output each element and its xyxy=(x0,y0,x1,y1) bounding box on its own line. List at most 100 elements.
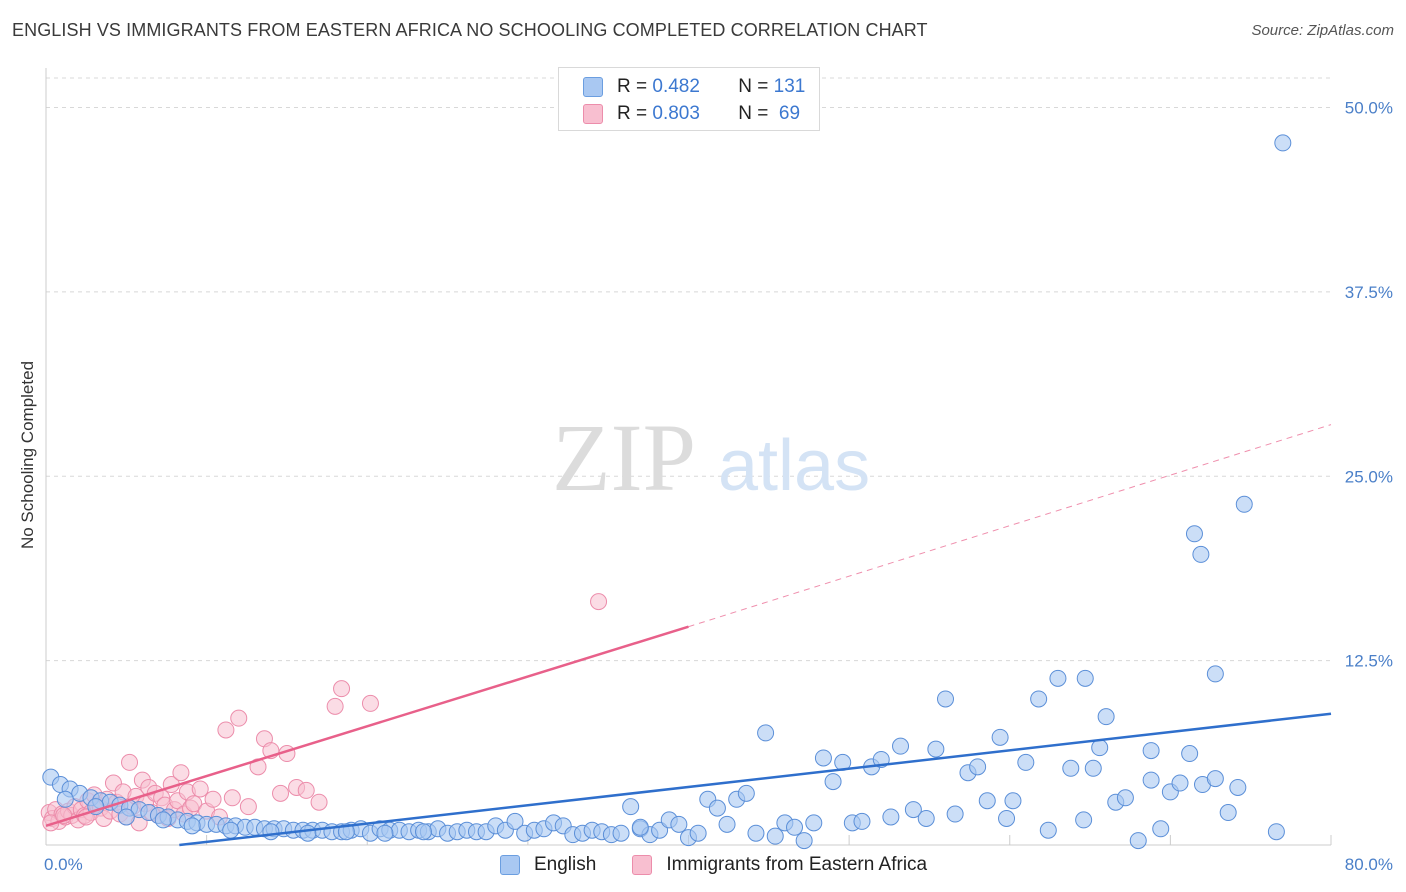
english-point xyxy=(937,690,954,708)
english-point xyxy=(814,749,832,767)
correlation-legend: R = 0.482 N = 131 R = 0.803 N = 69 xyxy=(558,67,820,131)
english-point xyxy=(689,824,707,842)
grid-lines xyxy=(46,77,1331,662)
english-point xyxy=(1075,811,1093,829)
english-point xyxy=(414,823,432,841)
english-point xyxy=(1206,770,1224,788)
english-point xyxy=(927,740,945,758)
immigrants-point xyxy=(217,721,235,739)
english-point xyxy=(718,815,736,833)
english-point xyxy=(882,808,900,826)
english-point xyxy=(1267,823,1285,841)
english-point xyxy=(1017,753,1035,771)
immigrants-point xyxy=(204,790,222,808)
chart-title: ENGLISH VS IMMIGRANTS FROM EASTERN AFRIC… xyxy=(12,20,928,40)
english-point xyxy=(154,811,172,829)
english-point xyxy=(222,821,240,839)
english-point xyxy=(1219,804,1237,822)
english-point xyxy=(1192,545,1210,563)
legend-item-english[interactable]: English xyxy=(500,854,596,876)
english-point xyxy=(853,812,871,830)
english-point xyxy=(991,728,1009,746)
english-point xyxy=(795,832,813,850)
n-label: N = xyxy=(738,103,769,124)
english-point xyxy=(969,758,987,776)
immigrants-swatch-icon xyxy=(583,104,603,124)
english-point xyxy=(299,824,317,842)
english-point xyxy=(708,799,726,817)
r-label: R = xyxy=(617,76,648,97)
immigrants-points xyxy=(40,593,608,832)
immigrants-point xyxy=(191,780,209,798)
source-label: Source: ZipAtlas.com xyxy=(1251,22,1394,39)
x-tick-label-max: 80.0% xyxy=(1345,855,1393,874)
immigrants-point xyxy=(361,694,379,712)
english-point xyxy=(1039,821,1057,839)
english-point xyxy=(622,798,640,816)
immigrants-point xyxy=(172,764,190,782)
english-points xyxy=(42,134,1292,850)
r-label: R = xyxy=(617,103,648,124)
immigrants-point xyxy=(239,798,257,816)
english-point xyxy=(786,818,804,836)
immigrants-point xyxy=(121,753,139,771)
english-point xyxy=(1030,690,1048,708)
english-point xyxy=(1171,774,1189,792)
n-value: 131 xyxy=(773,76,806,97)
immigrants-point xyxy=(223,789,241,807)
x-tick-labels: 0.0% 80.0% xyxy=(44,855,1393,874)
english-point xyxy=(1004,792,1022,810)
english-point xyxy=(998,809,1016,827)
legend-row-immigrants: R = 0.803 N = 69 xyxy=(583,102,800,126)
english-swatch-icon xyxy=(583,77,603,97)
english-point xyxy=(1181,745,1199,763)
english-point xyxy=(1206,665,1224,683)
english-point xyxy=(1116,789,1134,807)
watermark-atlas: atlas xyxy=(718,426,870,506)
english-point xyxy=(1142,771,1160,789)
english-point xyxy=(262,823,280,841)
immigrants-point xyxy=(326,697,344,715)
english-point xyxy=(376,824,394,842)
n-label: N = xyxy=(738,76,769,97)
watermark-zip: ZIP xyxy=(552,404,696,511)
legend-label-english: English xyxy=(534,854,597,875)
watermark: ZIP atlas xyxy=(552,404,870,511)
series-legend: English Immigrants from Eastern Africa xyxy=(500,853,963,877)
english-point xyxy=(757,724,775,742)
legend-row-english: R = 0.482 N = 131 xyxy=(583,75,805,99)
english-point xyxy=(337,823,355,841)
y-tick-label: 25.0% xyxy=(1345,467,1393,486)
r-value: 0.803 xyxy=(652,103,700,124)
english-point xyxy=(1097,708,1115,726)
english-point xyxy=(670,815,688,833)
english-point xyxy=(1229,778,1247,796)
immigrants-trend-extension xyxy=(688,424,1332,628)
english-point xyxy=(183,817,201,835)
english-point xyxy=(506,812,524,830)
english-point xyxy=(1274,134,1292,152)
immigrants-trend-line xyxy=(45,625,689,828)
english-point xyxy=(117,808,135,826)
english-point xyxy=(631,818,649,836)
immigrants-point xyxy=(185,795,203,813)
immigrants-swatch-icon xyxy=(632,855,653,875)
english-point xyxy=(904,801,922,819)
english-point xyxy=(892,737,910,755)
legend-item-immigrants[interactable]: Immigrants from Eastern Africa xyxy=(632,854,927,876)
english-point xyxy=(1084,759,1102,777)
english-swatch-icon xyxy=(500,855,520,875)
y-tick-labels: 12.5% 25.0% 37.5% 50.0% xyxy=(1345,99,1393,671)
english-point xyxy=(805,814,823,832)
y-tick-label: 37.5% xyxy=(1345,283,1393,302)
english-trend-line xyxy=(179,712,1332,847)
trend-lines xyxy=(45,424,1332,847)
english-point xyxy=(56,790,74,808)
immigrants-point xyxy=(230,709,248,727)
english-point xyxy=(747,824,765,842)
r-value: 0.482 xyxy=(652,76,700,97)
immigrants-point xyxy=(333,680,351,698)
english-point xyxy=(1142,742,1160,760)
english-point xyxy=(1076,669,1094,687)
